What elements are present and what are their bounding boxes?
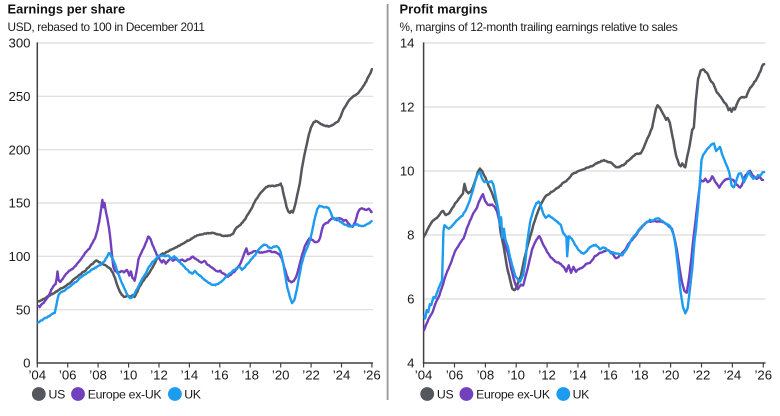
svg-text:’18: ’18 [631, 368, 649, 383]
svg-text:50: 50 [16, 302, 31, 317]
svg-text:%, margins of 12-month trailin: %, margins of 12-month trailing earnings… [400, 20, 678, 34]
svg-text:’16: ’16 [600, 368, 618, 383]
svg-text:’10: ’10 [507, 368, 525, 383]
svg-text:200: 200 [8, 142, 30, 157]
svg-text:’20: ’20 [272, 368, 290, 383]
svg-text:’08: ’08 [89, 368, 107, 383]
svg-text:’04: ’04 [28, 368, 46, 383]
svg-text:Europe ex-UK: Europe ex-UK [88, 387, 163, 401]
svg-text:’24: ’24 [333, 368, 351, 383]
svg-text:’14: ’14 [181, 368, 199, 383]
svg-text:10: 10 [400, 164, 415, 179]
svg-text:Earnings per share: Earnings per share [8, 2, 126, 17]
svg-text:’26: ’26 [363, 368, 381, 383]
svg-text:’12: ’12 [538, 368, 556, 383]
svg-text:’26: ’26 [754, 368, 772, 383]
svg-text:0: 0 [23, 356, 30, 371]
svg-text:100: 100 [8, 249, 30, 264]
svg-text:US: US [437, 387, 454, 401]
svg-text:’22: ’22 [693, 368, 711, 383]
svg-text:250: 250 [8, 89, 30, 104]
svg-text:’18: ’18 [241, 368, 259, 383]
svg-text:’10: ’10 [120, 368, 138, 383]
svg-text:’24: ’24 [724, 368, 742, 383]
svg-text:300: 300 [8, 36, 30, 51]
svg-text:12: 12 [400, 100, 415, 115]
svg-text:’20: ’20 [662, 368, 680, 383]
svg-text:’14: ’14 [569, 368, 587, 383]
svg-text:’22: ’22 [302, 368, 320, 383]
svg-text:’16: ’16 [211, 368, 229, 383]
svg-text:’12: ’12 [150, 368, 168, 383]
svg-text:’04: ’04 [415, 368, 433, 383]
svg-text:Europe ex-UK: Europe ex-UK [476, 387, 551, 401]
svg-text:US: US [49, 387, 66, 401]
svg-text:USD, rebased to 100 in Decembe: USD, rebased to 100 in December 2011 [8, 20, 205, 34]
svg-text:8: 8 [407, 228, 414, 243]
svg-text:’06: ’06 [446, 368, 464, 383]
svg-text:Profit margins: Profit margins [400, 2, 488, 17]
svg-text:14: 14 [400, 36, 415, 51]
svg-text:6: 6 [407, 292, 414, 307]
svg-text:’06: ’06 [59, 368, 77, 383]
svg-text:’08: ’08 [477, 368, 495, 383]
svg-text:150: 150 [8, 196, 30, 211]
svg-text:UK: UK [573, 387, 591, 401]
svg-text:UK: UK [184, 387, 202, 401]
svg-text:4: 4 [407, 356, 414, 371]
